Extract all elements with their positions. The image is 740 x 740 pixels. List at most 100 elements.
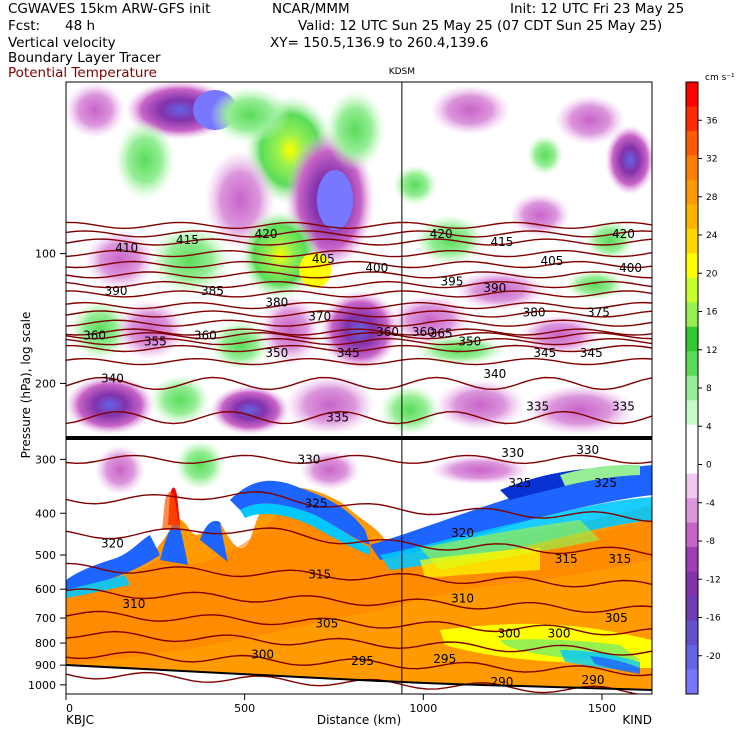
x-tick-label: 1500 (588, 702, 616, 715)
colorbar-swatch (686, 400, 698, 426)
theta-contour-415 (66, 230, 652, 238)
theta-label: 350 (458, 335, 481, 349)
theta-contour-355 (66, 337, 652, 346)
x-tick-label: 0 (66, 702, 73, 715)
colorbar-swatch (686, 620, 698, 646)
field-boundary-layer-tracer: Boundary Layer Tracer (8, 50, 161, 66)
theta-label: 305 (605, 611, 628, 625)
field-potential-temperature: Potential Temperature (8, 65, 157, 81)
y-tick-label: 400 (35, 507, 56, 520)
y-axis-title: Pressure (hPa), log scale (19, 312, 33, 459)
theta-contour-320 (66, 527, 652, 556)
theta-contour-375 (66, 310, 652, 318)
theta-contour-335 (66, 410, 652, 425)
colorbar-swatch (686, 302, 698, 328)
theta-label: 415 (176, 233, 199, 247)
theta-contour-340 (66, 376, 652, 391)
left-station-label: KBJC (66, 713, 94, 727)
colorbar-swatch (686, 106, 698, 132)
tropopause-line (66, 436, 652, 440)
theta-label: 330 (576, 443, 599, 457)
theta-label: 335 (326, 411, 349, 425)
colorbar-swatch (686, 277, 698, 303)
theta-label: 420 (255, 227, 278, 241)
theta-label: 365 (430, 326, 453, 340)
theta-label: 420 (430, 227, 453, 241)
theta-label: 375 (587, 306, 610, 320)
y-tick-label: 100 (35, 248, 56, 261)
colorbar-tick-label: -16 (706, 614, 721, 624)
theta-label: 290 (490, 675, 513, 689)
theta-contour-380 (66, 301, 652, 310)
colorbar-tick-label: 16 (706, 308, 718, 318)
colorbar-tick-label: 20 (706, 269, 718, 279)
colorbar-tick-label: 28 (706, 193, 718, 203)
colorbar-swatch (686, 424, 698, 450)
plot-frame (65, 81, 653, 695)
theta-contour-370 (66, 319, 652, 327)
colorbar-swatch (686, 547, 698, 573)
theta-contour-360 (66, 331, 652, 340)
y-tick-label: 800 (35, 637, 56, 650)
theta-label: 345 (337, 346, 360, 360)
theta-label: 315 (608, 552, 631, 566)
theta-label: 410 (115, 241, 138, 255)
theta-contour-420 (66, 221, 652, 230)
colorbar-swatch (686, 351, 698, 377)
colorbar-swatch (686, 82, 698, 107)
theta-contour-385 (66, 290, 652, 298)
colorbar-swatch (686, 375, 698, 401)
theta-label: 350 (265, 346, 288, 360)
x-axis-title: Distance (km) (317, 713, 401, 727)
colorbar-tick-label: 32 (706, 155, 717, 165)
theta-label: 345 (580, 346, 603, 360)
theta-label: 400 (619, 261, 642, 275)
colorbar-swatch (686, 596, 698, 622)
colorbar-swatch (686, 253, 698, 279)
forecast-label: Fcst: (8, 18, 41, 34)
y-tick-label: 200 (35, 377, 56, 390)
theta-contour-300 (66, 630, 652, 656)
colorbar-tick-label: 4 (706, 422, 712, 432)
colorbar-tick-label: -12 (706, 575, 721, 585)
theta-label: 340 (101, 372, 124, 386)
distance-axis: 0 500 1000 1500 (65, 694, 616, 715)
y-tick-label: 700 (35, 612, 56, 625)
theta-label: 380 (265, 296, 288, 310)
colorbar-swatch (686, 571, 698, 597)
colorbar-swatch (686, 473, 698, 499)
theta-label: 340 (483, 367, 506, 381)
colorbar-tick-label: -8 (706, 537, 715, 547)
theta-contour-345 (66, 357, 652, 366)
theta-label: 310 (122, 597, 145, 611)
colorbar-swatch (686, 669, 698, 695)
theta-label: 315 (555, 552, 578, 566)
theta-contour-405 (66, 249, 652, 258)
theta-contour-295 (66, 651, 652, 677)
colorbar-tick-label: 36 (706, 116, 718, 126)
theta-label: 295 (433, 652, 456, 666)
theta-label: 360 (194, 329, 217, 343)
y-tick-label: 900 (35, 659, 56, 672)
theta-label: 300 (548, 626, 571, 640)
colorbar-swatch (686, 449, 698, 475)
theta-label: 300 (251, 647, 274, 661)
theta-label: 360 (83, 329, 106, 343)
theta-contour-310 (66, 588, 652, 614)
colorbar-tick-label: 8 (706, 384, 712, 394)
theta-contour-350 (66, 344, 652, 353)
model-title: CGWAVES 15km ARW-GFS init (8, 1, 211, 17)
theta-label: 380 (523, 306, 546, 320)
colorbar-tick-label: 24 (706, 231, 718, 241)
theta-label: 390 (105, 284, 128, 298)
colorbar-swatch (686, 326, 698, 352)
y-tick-label: 1000 (28, 679, 56, 692)
colorbar-swatch (686, 130, 698, 156)
theta-contour-305 (66, 610, 652, 636)
theta-label: 370 (308, 310, 331, 324)
colorbar: 36 32 28 24 20 16 12 8 4 0 -4 -8 -12 -16 -20 (685, 81, 721, 695)
theta-contour-330 (66, 454, 652, 465)
xy-coordinates: XY= 150.5,136.9 to 260.4,139.6 (270, 35, 489, 51)
theta-label: 320 (101, 536, 124, 550)
